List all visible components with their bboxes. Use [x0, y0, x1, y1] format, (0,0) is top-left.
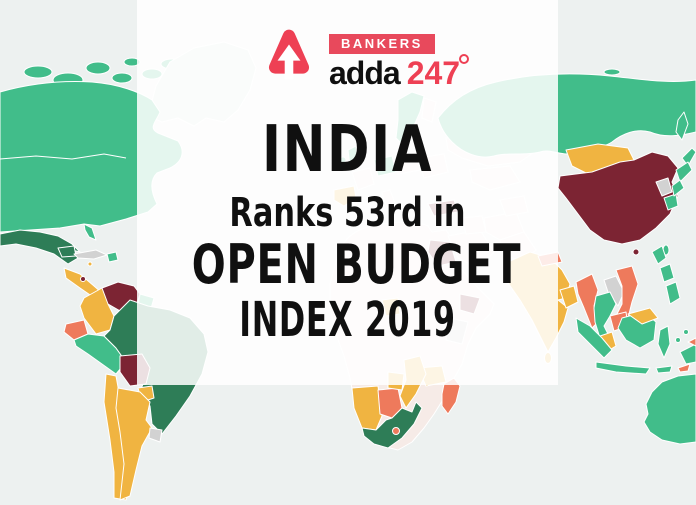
headline-line-1: INDIA — [261, 113, 434, 187]
adda247-triangle-icon — [268, 29, 310, 80]
headline-panel — [137, 0, 558, 385]
brand-word: adda — [329, 55, 401, 91]
bankers-banner: BANKERS — [329, 34, 435, 54]
brand-number-text: 247 — [406, 55, 461, 91]
brand-number: 247 — [406, 54, 470, 91]
pin-dot-icon — [459, 54, 470, 64]
adda247-logo: BANKERS adda 247 — [268, 26, 470, 91]
region-oceania-indonesia — [575, 307, 696, 445]
headline-line-2: Ranks 53rd in — [229, 189, 466, 236]
arrow-up-icon — [277, 44, 301, 61]
headline-line-3: OPEN BUDGET — [191, 232, 522, 296]
headline: INDIA Ranks 53rd in OPEN BUDGET INDEX 20… — [137, 98, 558, 349]
headline-line-4: INDEX 2019 — [239, 291, 456, 348]
